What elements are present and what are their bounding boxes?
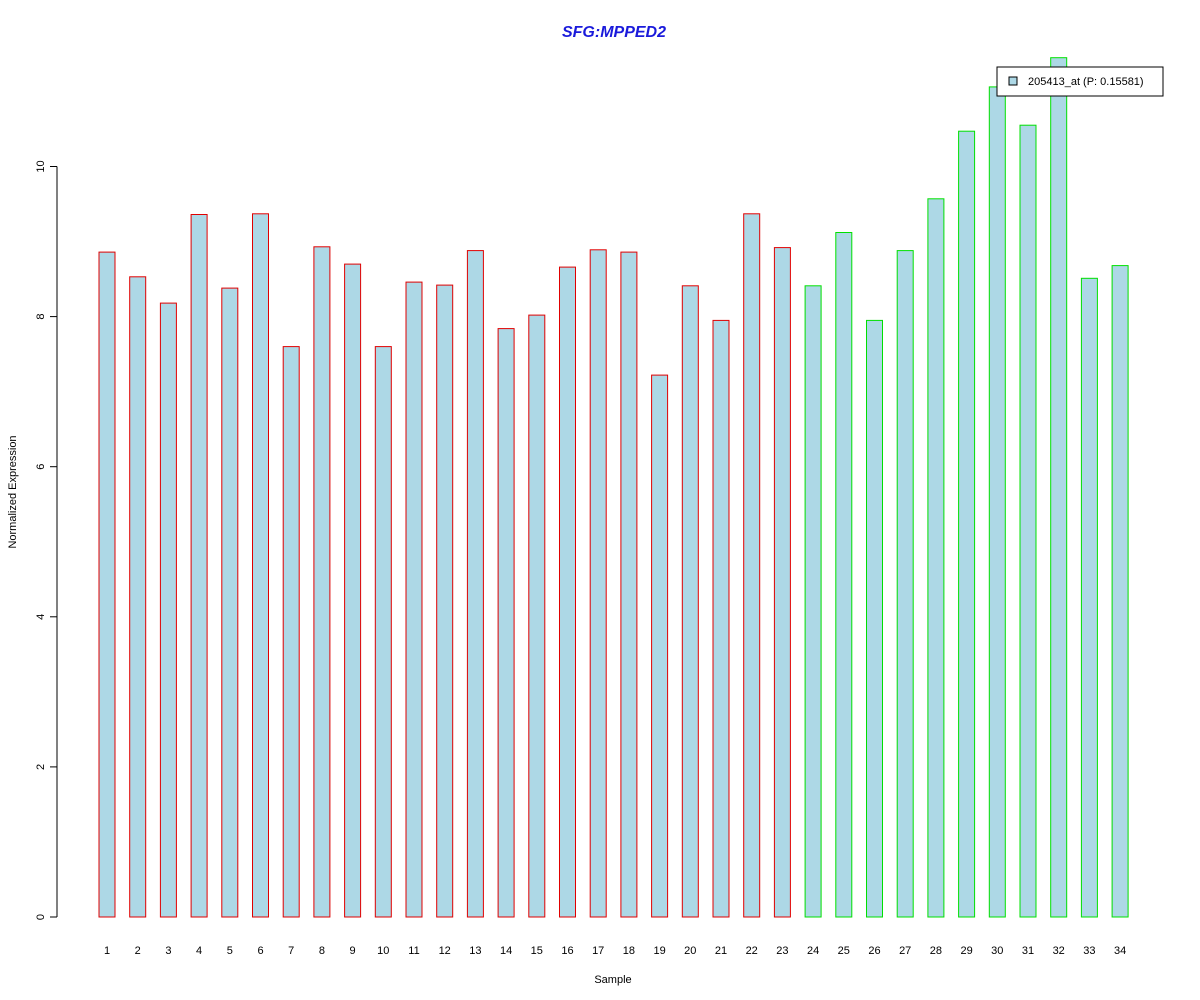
bar-sample-7 bbox=[282, 346, 300, 918]
y-tick-label: 10 bbox=[35, 160, 47, 172]
x-tick-label: 18 bbox=[623, 945, 635, 957]
x-tick-label: 5 bbox=[227, 945, 233, 957]
y-axis: 0 2 4 6 8 10 bbox=[35, 160, 58, 920]
bar-sample-27 bbox=[896, 250, 914, 918]
bar-sample-3 bbox=[159, 302, 177, 918]
bar-sample-25 bbox=[835, 232, 853, 918]
x-tick-label: 12 bbox=[439, 945, 451, 957]
bar-sample-12 bbox=[436, 284, 454, 918]
bar-sample-6 bbox=[252, 213, 269, 918]
x-tick-label: 31 bbox=[1022, 945, 1034, 957]
bar-sample-30 bbox=[988, 86, 1006, 918]
x-axis-label: Sample bbox=[594, 974, 631, 986]
x-tick-label: 25 bbox=[838, 945, 850, 957]
x-tick-label: 20 bbox=[684, 945, 696, 957]
x-tick-label: 33 bbox=[1083, 945, 1095, 957]
bars bbox=[98, 57, 1129, 918]
legend-box bbox=[996, 66, 1164, 97]
bar-sample-2 bbox=[129, 276, 147, 918]
legend: 205413_at (P: 0.15581) bbox=[996, 66, 1164, 97]
x-tick-labels: 1 2 3 4 5 6 7 8 9 10 11 12 13 14 15 16 17 18 19 20 21 22 23 24 2… bbox=[104, 945, 1126, 957]
legend-swatch bbox=[1008, 76, 1018, 86]
x-tick-label: 2 bbox=[135, 945, 141, 957]
bar-sample-13 bbox=[466, 250, 484, 918]
bar-sample-18 bbox=[620, 251, 638, 918]
x-tick-label: 29 bbox=[960, 945, 972, 957]
y-tick-label: 0 bbox=[35, 914, 47, 920]
legend-label: 205413_at (P: 0.15581) bbox=[1028, 76, 1144, 88]
x-tick-label: 32 bbox=[1053, 945, 1065, 957]
bar-sample-31 bbox=[1019, 124, 1037, 918]
x-tick-label: 6 bbox=[257, 945, 263, 957]
bar-sample-26 bbox=[866, 319, 883, 918]
x-tick-label: 13 bbox=[469, 945, 481, 957]
x-tick-label: 26 bbox=[868, 945, 880, 957]
y-tick-label: 2 bbox=[35, 764, 47, 770]
x-tick-label: 9 bbox=[350, 945, 356, 957]
bar-sample-10 bbox=[374, 346, 392, 918]
bar-sample-15 bbox=[528, 314, 546, 918]
chart-title: SFG:MPPED2 bbox=[562, 24, 666, 41]
x-tick-label: 10 bbox=[377, 945, 389, 957]
bar-sample-5 bbox=[221, 287, 239, 918]
x-tick-label: 23 bbox=[776, 945, 788, 957]
bar-sample-24 bbox=[804, 285, 822, 918]
bar-sample-22 bbox=[743, 213, 761, 918]
x-tick-label: 21 bbox=[715, 945, 727, 957]
bar-sample-28 bbox=[927, 198, 945, 918]
x-tick-label: 17 bbox=[592, 945, 604, 957]
y-axis-label: Normalized Expression bbox=[7, 435, 19, 548]
x-tick-label: 14 bbox=[500, 945, 512, 957]
y-tick-label: 8 bbox=[35, 314, 47, 320]
x-tick-label: 15 bbox=[531, 945, 543, 957]
bar-sample-17 bbox=[589, 249, 607, 918]
bar-sample-8 bbox=[313, 246, 331, 918]
bar-sample-29 bbox=[958, 130, 976, 918]
x-tick-label: 8 bbox=[319, 945, 325, 957]
x-tick-label: 30 bbox=[991, 945, 1003, 957]
x-tick-label: 28 bbox=[930, 945, 942, 957]
bar-sample-23 bbox=[773, 247, 791, 918]
bar-sample-19 bbox=[651, 374, 669, 918]
x-tick-label: 27 bbox=[899, 945, 911, 957]
y-tick-label: 4 bbox=[35, 614, 47, 620]
x-tick-label: 3 bbox=[165, 945, 171, 957]
bar-sample-14 bbox=[497, 328, 515, 918]
x-tick-label: 19 bbox=[653, 945, 665, 957]
bar-sample-32 bbox=[1050, 57, 1068, 918]
x-tick-label: 16 bbox=[561, 945, 573, 957]
bar-sample-21 bbox=[712, 319, 730, 918]
x-tick-label: 4 bbox=[196, 945, 202, 957]
x-tick-label: 7 bbox=[288, 945, 294, 957]
bar-sample-33 bbox=[1080, 277, 1098, 918]
bar-sample-11 bbox=[405, 281, 423, 918]
x-tick-label: 22 bbox=[746, 945, 758, 957]
x-tick-label: 24 bbox=[807, 945, 819, 957]
bar-sample-16 bbox=[559, 266, 576, 918]
bar-sample-1 bbox=[98, 251, 116, 918]
bar-sample-4 bbox=[190, 214, 208, 918]
x-tick-label: 34 bbox=[1114, 945, 1126, 957]
bar-sample-34 bbox=[1111, 265, 1129, 918]
x-tick-label: 1 bbox=[104, 945, 110, 957]
x-tick-label: 11 bbox=[408, 945, 419, 957]
bar-sample-20 bbox=[681, 285, 699, 918]
y-tick-label: 6 bbox=[35, 464, 47, 470]
bar-sample-9 bbox=[344, 263, 362, 918]
